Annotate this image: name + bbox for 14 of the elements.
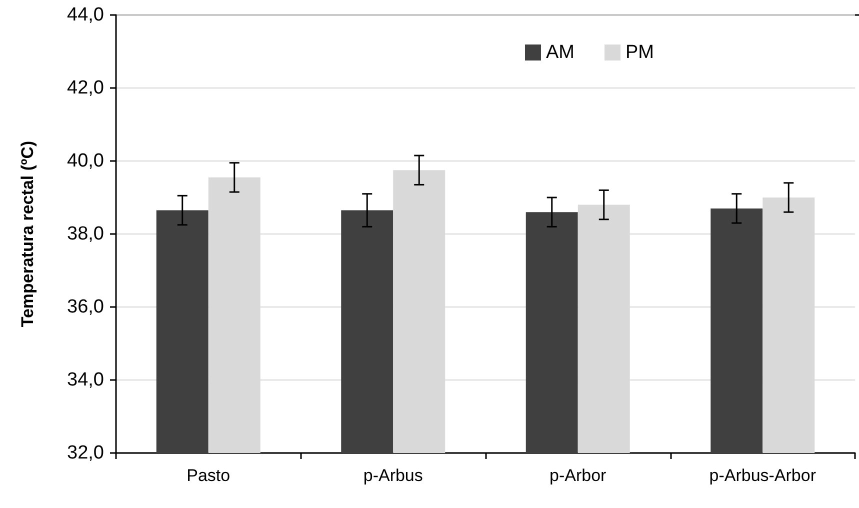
x-tick-label: p-Arbus-Arbor (709, 466, 816, 485)
y-tick-label: 36,0 (67, 296, 104, 318)
y-axis-title: Temperatura rectal (ºC) (18, 140, 37, 328)
y-tick-label: 32,0 (67, 442, 104, 464)
x-tick-label: p-Arbus (363, 466, 423, 485)
x-tick-label: Pasto (186, 466, 230, 485)
legend-label: PM (626, 42, 654, 63)
x-tick-label: p-Arbor (550, 466, 607, 485)
y-tick-label: 40,0 (67, 150, 104, 172)
y-tick-label: 42,0 (67, 78, 104, 98)
y-tick-label: 34,0 (67, 370, 104, 390)
y-tick-label: 44,0 (67, 4, 104, 26)
y-tick-label: 38,0 (67, 224, 104, 244)
legend-label: AM (546, 42, 574, 63)
